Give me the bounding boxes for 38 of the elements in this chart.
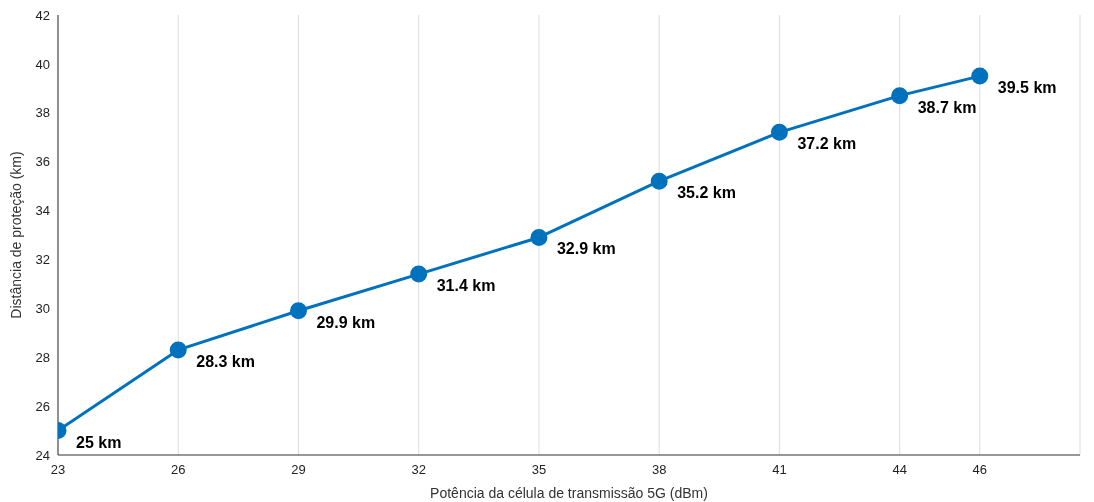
y-tick-label: 38 — [35, 105, 50, 121]
point — [770, 123, 788, 141]
y-tick-label: 42 — [35, 7, 50, 23]
point — [169, 341, 187, 359]
point — [891, 87, 909, 105]
data-label: 37.2 km — [797, 135, 857, 153]
y-tick-label: 32 — [35, 252, 50, 268]
data-label: 39.5 km — [997, 79, 1057, 97]
data-label: 32.9 km — [556, 240, 616, 258]
x-tick-label: 23 — [50, 462, 66, 478]
y-axis-title: Distância de proteção (km) — [8, 151, 24, 319]
x-tick-label: 46 — [972, 462, 988, 478]
data-label: 25 km — [76, 433, 122, 451]
y-tick-label: 28 — [35, 349, 50, 365]
x-tick-label: 32 — [411, 462, 426, 478]
data-label: 29.9 km — [316, 313, 376, 331]
data-label: 31.4 km — [436, 277, 496, 295]
y-tick-label: 34 — [35, 203, 50, 219]
x-tick-label: 44 — [892, 462, 907, 478]
point — [650, 172, 668, 190]
point — [410, 265, 428, 283]
x-tick-label: 38 — [651, 462, 667, 478]
point — [530, 228, 548, 246]
data-label: 28.3 km — [196, 352, 255, 370]
y-tick-label: 30 — [35, 300, 50, 316]
data-label: 35.2 km — [677, 184, 736, 202]
x-axis-title: Potência da célula de transmissão 5G (dBm) — [430, 485, 708, 501]
data-label: 38.7 km — [917, 98, 977, 116]
x-tick-label: 26 — [171, 462, 186, 478]
y-tick-label: 36 — [35, 154, 50, 170]
x-tick-label: 35 — [531, 462, 547, 478]
point — [289, 302, 307, 320]
y-tick-label: 40 — [35, 56, 50, 72]
y-tick-label: 26 — [35, 398, 50, 414]
x-tick-label: 41 — [772, 462, 787, 478]
x-tick-label: 29 — [291, 462, 306, 478]
y-tick-label: 24 — [35, 447, 50, 463]
point — [971, 67, 989, 85]
